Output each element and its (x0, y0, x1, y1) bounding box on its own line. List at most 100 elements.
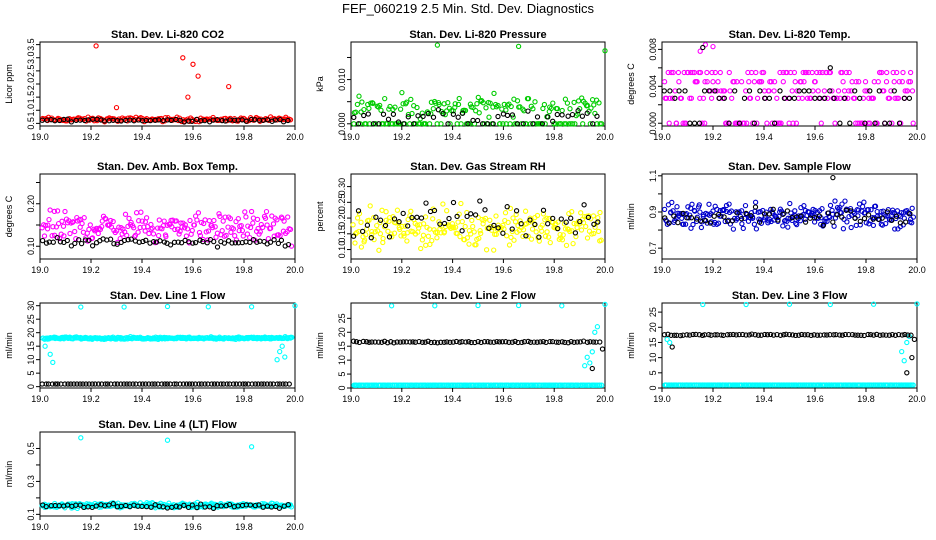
data-point (89, 381, 95, 387)
y-tick-label: 20 (26, 328, 36, 338)
data-point (698, 224, 705, 231)
data-point (801, 88, 807, 94)
data-point (285, 502, 291, 508)
data-point (262, 215, 269, 221)
data-point (741, 95, 748, 101)
data-point (553, 339, 559, 345)
data-point (474, 101, 480, 107)
data-point (72, 240, 78, 247)
data-point (240, 381, 246, 387)
data-point (445, 100, 451, 106)
data-point (685, 69, 691, 76)
data-point (890, 69, 896, 76)
data-point (690, 221, 696, 228)
data-point (394, 207, 401, 213)
data-point (824, 218, 830, 224)
data-point (180, 55, 186, 61)
data-point (195, 73, 201, 79)
data-point (382, 222, 389, 229)
data-point (842, 198, 848, 204)
data-point (68, 119, 75, 125)
series-2 (662, 174, 913, 228)
data-point (64, 116, 71, 122)
data-point (729, 218, 735, 224)
data-point (738, 216, 745, 222)
data-point (447, 339, 453, 345)
data-point (422, 339, 428, 345)
data-point (533, 229, 539, 235)
data-point (283, 381, 289, 387)
data-point (896, 120, 903, 126)
data-point (173, 503, 179, 509)
data-point (465, 121, 471, 127)
data-point (124, 232, 130, 239)
x-tick-label: 19.6 (184, 132, 202, 142)
data-point (263, 208, 270, 215)
data-point (429, 237, 435, 244)
data-point (274, 217, 280, 223)
data-point (450, 111, 457, 117)
data-point (889, 331, 895, 338)
y-tick-label: 0.15 (337, 225, 347, 243)
data-point (67, 230, 73, 237)
data-point (771, 88, 777, 94)
data-point (230, 381, 237, 387)
data-point (874, 120, 880, 126)
series-2 (350, 338, 606, 372)
data-point (509, 339, 515, 345)
data-point (138, 209, 144, 215)
series-2 (40, 501, 291, 512)
data-point (732, 88, 738, 94)
data-point (164, 437, 171, 443)
data-point (901, 95, 907, 101)
data-point (59, 218, 65, 224)
panel-4: Stan. Dev. Amb. Box Temp. 19.0 19.2 19.4 19.… (4, 161, 304, 275)
data-point (900, 69, 906, 76)
x-tick-label: 19.6 (495, 132, 513, 142)
data-point (559, 112, 565, 118)
y-tick-label: 0.010 (337, 68, 347, 91)
data-point (736, 331, 742, 338)
data-point (571, 339, 577, 345)
data-point (508, 103, 514, 110)
data-point (680, 221, 687, 227)
data-point (676, 88, 682, 94)
data-point (903, 219, 909, 225)
data-point (886, 332, 893, 338)
data-point (909, 220, 915, 226)
data-point (540, 207, 547, 213)
data-point (723, 208, 730, 215)
data-point (356, 93, 362, 99)
x-tick-label: 19.2 (82, 132, 100, 142)
x-tick-label: 19.6 (806, 394, 824, 404)
panel-title: Stan. Dev. Sample Flow (728, 161, 851, 173)
data-point (542, 233, 549, 239)
data-point (350, 233, 357, 239)
data-point (717, 69, 723, 76)
data-point (751, 79, 758, 85)
data-point (73, 236, 79, 242)
data-point (520, 233, 526, 240)
data-point (487, 100, 493, 106)
data-point (140, 238, 146, 245)
x-tick-label: 19.2 (393, 394, 411, 404)
data-point (856, 79, 862, 85)
data-point (499, 106, 505, 112)
data-point (669, 199, 675, 206)
data-point (808, 332, 814, 339)
data-point (440, 201, 446, 207)
data-point (190, 61, 196, 67)
data-point (910, 214, 917, 220)
data-point (904, 339, 910, 346)
data-point (590, 121, 596, 127)
data-point (789, 332, 796, 338)
data-point (150, 231, 157, 237)
data-point (163, 233, 169, 240)
data-point (694, 79, 700, 85)
data-point (505, 219, 511, 226)
data-point (877, 332, 883, 338)
y-tick-label: 15 (337, 341, 347, 351)
data-point (394, 339, 400, 345)
data-point (690, 331, 696, 338)
data-point (902, 331, 908, 338)
